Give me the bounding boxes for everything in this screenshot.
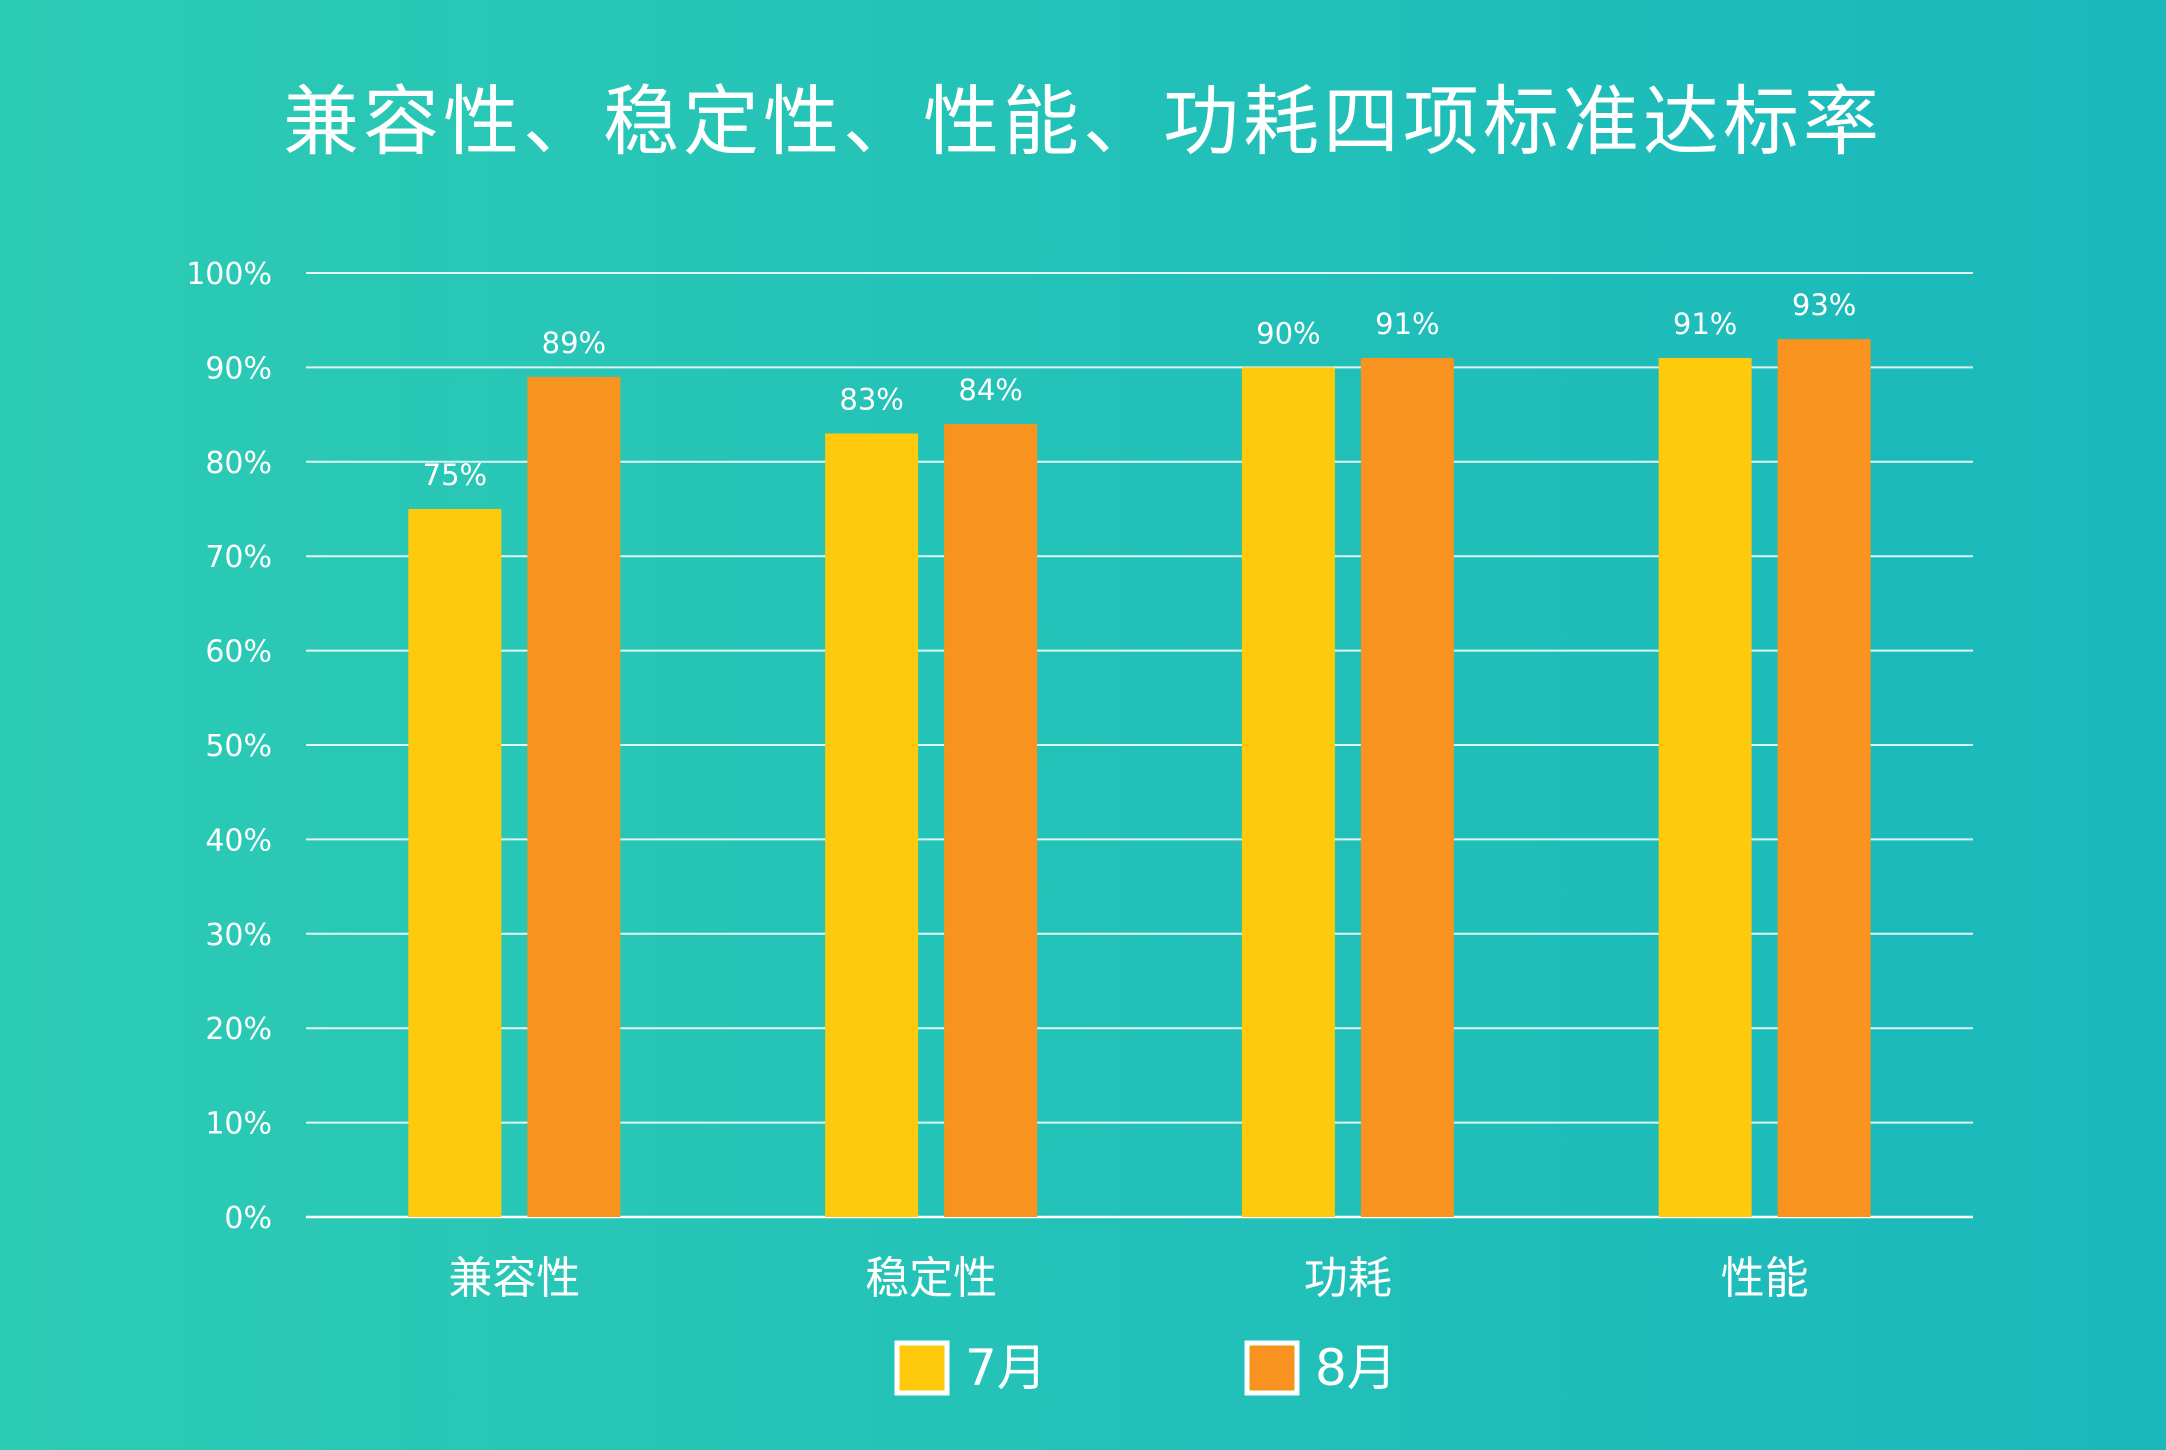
legend-swatch [1244, 1340, 1300, 1396]
bar [408, 509, 502, 1217]
data-labels: 75% 89% 83% 84% 90% 91% 91% 93% [423, 288, 1857, 492]
x-category-label: 功耗 [1304, 1253, 1392, 1304]
x-category-label: 兼容性 [448, 1253, 580, 1304]
legend-swatch [894, 1340, 950, 1396]
legend-label: 7月 [965, 1339, 1047, 1397]
bar [1241, 367, 1335, 1217]
data-label: 75% [423, 458, 487, 492]
legend-label: 8月 [1315, 1339, 1397, 1397]
y-tick-label: 10% [205, 1107, 272, 1142]
y-tick-label: 30% [205, 918, 272, 953]
data-label: 89% [542, 326, 606, 360]
data-label: 83% [839, 382, 903, 416]
bar [1360, 357, 1454, 1218]
data-label: 91% [1375, 307, 1439, 341]
data-label: 90% [1256, 316, 1320, 350]
y-tick-label: 40% [205, 823, 272, 858]
bar [1658, 357, 1752, 1218]
y-tick-label: 80% [205, 446, 272, 481]
x-axis-categories: 兼容性 稳定性 功耗 性能 [448, 1253, 1808, 1304]
bar [527, 376, 621, 1218]
y-tick-label: 100% [186, 257, 272, 292]
y-tick-label: 90% [205, 351, 272, 386]
y-tick-label: 60% [205, 635, 272, 670]
data-label: 91% [1673, 307, 1737, 341]
x-category-label: 稳定性 [865, 1253, 997, 1304]
y-tick-label: 20% [205, 1012, 272, 1047]
y-tick-label: 70% [205, 540, 272, 575]
chart-title: 兼容性、稳定性、性能、功耗四项标准达标率 [283, 77, 1883, 166]
y-tick-label: 50% [205, 729, 272, 764]
bars [408, 339, 1871, 1218]
bar [944, 424, 1038, 1217]
y-axis-ticks: 0% 10% 20% 30% 40% 50% 60% 70% 80% 90% 100% [186, 257, 272, 1236]
y-tick-label: 0% [224, 1201, 272, 1236]
x-category-label: 性能 [1721, 1253, 1809, 1304]
data-label: 93% [1792, 288, 1856, 322]
legend: 7月 8月 [894, 1339, 1397, 1397]
bar [1777, 339, 1871, 1218]
bar [825, 433, 919, 1218]
data-label: 84% [958, 373, 1022, 407]
